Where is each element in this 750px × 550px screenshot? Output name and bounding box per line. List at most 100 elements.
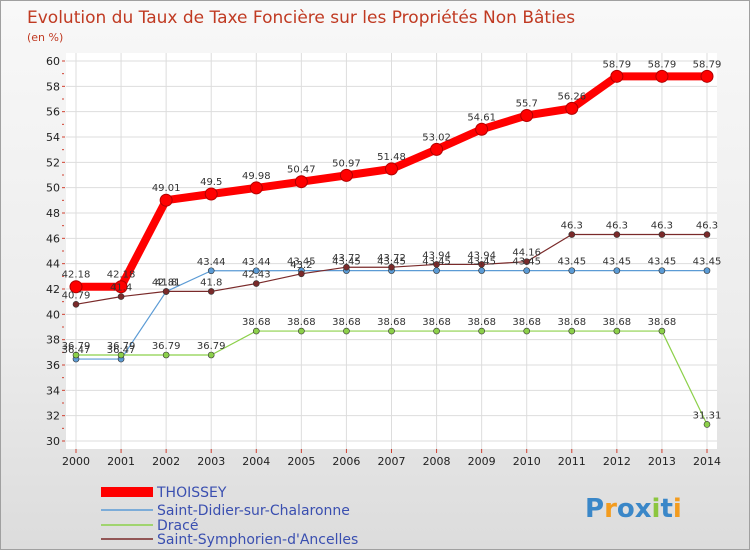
data-label: 38.68: [603, 317, 632, 328]
data-label: 38.68: [557, 317, 586, 328]
plot-area: 30 32 34 36 38 40 42 44 46 48 50 52 54 56 58 60 2000 2001…: [46, 53, 721, 468]
data-point: [703, 267, 711, 274]
data-point: [565, 101, 579, 115]
data-point: [117, 351, 125, 359]
data-label: 43.72: [332, 253, 361, 264]
data-label: 41.4: [110, 283, 132, 294]
data-point: [388, 327, 395, 335]
legend-label: Saint-Symphorien-d'Ancelles: [157, 532, 358, 548]
data-point: [658, 327, 666, 335]
x-tick-label: 2003: [197, 455, 225, 468]
y-tick-label: 38: [46, 334, 60, 347]
data-point: [204, 187, 218, 201]
data-point: [252, 327, 260, 335]
data-point: [568, 327, 576, 335]
data-label: 36.79: [107, 341, 136, 352]
data-point: [478, 267, 485, 274]
proxiti-logo: Proxiti: [585, 494, 682, 524]
data-label: 43.45: [422, 257, 451, 268]
data-label: 54.61: [467, 112, 496, 123]
data-label: 43.45: [377, 257, 406, 268]
data-point: [298, 270, 305, 278]
data-point: [520, 108, 534, 122]
logo-letter: i: [673, 494, 682, 524]
data-point: [703, 231, 711, 238]
y-tick-label: 34: [46, 384, 60, 397]
y-tick-label: 50: [46, 182, 60, 195]
x-tick-label: 2012: [603, 455, 631, 468]
data-point: [162, 351, 170, 359]
data-label: 46.3: [561, 221, 583, 232]
data-label: 43.44: [242, 257, 271, 268]
y-tick-label: 58: [46, 80, 60, 93]
y-tick-label: 52: [46, 156, 60, 169]
y-tick-label: 46: [46, 232, 60, 245]
data-point: [207, 267, 215, 275]
y-tick-label: 36: [46, 359, 60, 372]
data-point: [385, 162, 398, 176]
data-label: 38.68: [467, 317, 496, 328]
y-tick-label: 30: [46, 435, 60, 448]
data-point: [658, 231, 666, 238]
data-point: [613, 267, 621, 274]
data-label: 36.47: [107, 345, 136, 356]
data-label: 40.79: [62, 290, 91, 301]
data-label: 38.68: [422, 317, 451, 328]
data-label: 50.47: [287, 165, 316, 176]
x-tick-label: 2007: [378, 455, 406, 468]
data-point: [430, 142, 444, 156]
data-point: [69, 280, 83, 294]
legend-label: THOISSEY: [156, 485, 227, 501]
data-label: 58.79: [693, 59, 722, 70]
data-point: [114, 280, 128, 294]
data-point: [610, 69, 624, 83]
data-point: [207, 288, 215, 295]
data-point: [658, 267, 666, 274]
data-point: [655, 69, 669, 83]
data-point: [478, 261, 485, 268]
y-tick-label: 32: [46, 410, 60, 423]
chart-title: Evolution du Taux de Taxe Foncière sur l…: [27, 8, 575, 28]
data-label: 43.45: [603, 257, 632, 268]
x-tick-label: 2014: [693, 455, 721, 468]
data-point: [433, 267, 440, 274]
data-label: 31.31: [693, 410, 722, 421]
y-tick-label: 40: [46, 308, 60, 321]
data-label: 43.45: [512, 257, 541, 268]
data-point: [433, 261, 440, 268]
data-label: 51.48: [377, 152, 406, 163]
logo-letter: P: [585, 494, 604, 524]
x-tick-label: 2008: [423, 455, 451, 468]
logo-letter: i: [652, 494, 661, 524]
data-label: 42.43: [242, 270, 271, 281]
data-point: [294, 175, 308, 189]
logo-letter: r: [604, 494, 617, 524]
data-point: [249, 181, 263, 195]
data-point: [72, 301, 80, 308]
data-point: [72, 351, 80, 359]
data-label: 49.01: [152, 183, 181, 194]
data-label: 38.68: [512, 317, 541, 328]
data-label: 56.26: [557, 91, 586, 102]
data-label: 50.97: [332, 158, 361, 169]
y-tick-label: 42: [46, 283, 60, 296]
data-label: 43.45: [332, 257, 361, 268]
x-tick-label: 2001: [107, 455, 135, 468]
data-label: 49.5: [200, 177, 222, 188]
data-label: 36.79: [152, 341, 181, 352]
data-point: [478, 327, 485, 335]
data-label: 42.81: [152, 277, 181, 288]
y-tick-label: 60: [46, 55, 60, 68]
data-point: [252, 267, 260, 275]
y-tick-label: 56: [46, 106, 60, 119]
data-label: 49.98: [242, 171, 271, 182]
data-point: [339, 168, 353, 182]
data-label: 43.44: [197, 257, 226, 268]
data-point: [475, 122, 489, 136]
legend-label: Saint-Didier-sur-Chalaronne: [157, 503, 350, 519]
y-tick-label: 44: [46, 258, 60, 271]
data-label: 53.02: [422, 132, 451, 143]
y-tick-label: 48: [46, 207, 60, 220]
